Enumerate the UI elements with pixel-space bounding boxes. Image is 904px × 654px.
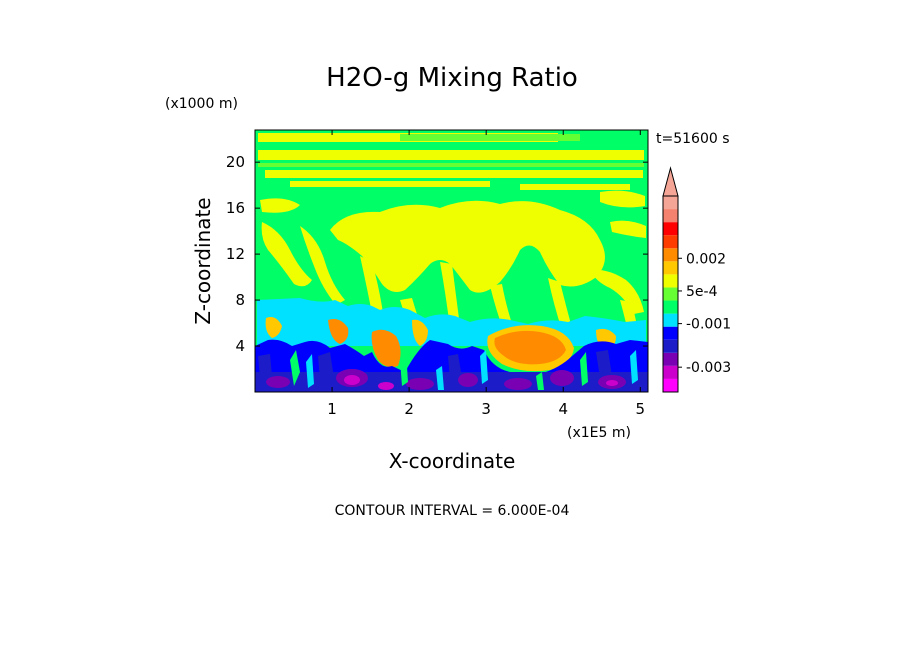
colorbar-swatch	[663, 209, 678, 223]
time-label: t=51600 s	[656, 131, 730, 147]
contour-interval-label: CONTOUR INTERVAL = 6.000E-04	[335, 503, 570, 519]
colorbar-label: 0.002	[686, 251, 726, 267]
boundary-layer-speckles	[290, 350, 638, 390]
colorbar-swatch	[663, 313, 678, 327]
y-tick-label: 16	[226, 199, 245, 217]
x-tick-label: 4	[558, 400, 568, 418]
y-axis: 4 8 12 16 20	[226, 153, 648, 355]
plot-frame	[254, 129, 649, 393]
dry-boundary-layer	[255, 339, 648, 392]
colorbar-swatch	[663, 274, 678, 288]
colorbar-swatch	[663, 248, 678, 262]
colorbar-swatch	[663, 287, 678, 301]
x-units-label: (x1E5 m)	[567, 425, 631, 441]
colorbar-swatch	[663, 300, 678, 314]
moist-plumes	[261, 200, 644, 340]
colorbar-label: 5e-4	[686, 284, 718, 300]
colorbar-label: -0.001	[686, 317, 731, 333]
y-tick-label: 8	[235, 291, 245, 309]
colorbar-swatch	[663, 326, 678, 340]
warm-patches	[265, 317, 616, 372]
colorbar-swatch	[663, 365, 678, 379]
colorbar-swatch	[663, 352, 678, 366]
x-tick-label: 5	[636, 400, 646, 418]
colorbar-label: -0.003	[686, 360, 731, 376]
x-tick-label: 2	[404, 400, 414, 418]
y-units-label: (x1000 m)	[165, 96, 238, 112]
x-axis-label: X-coordinate	[389, 449, 516, 473]
colorbar-swatch	[663, 222, 678, 236]
driest-pockets	[266, 369, 626, 390]
colorbar-swatch	[663, 196, 678, 210]
x-tick-label: 1	[327, 400, 337, 418]
colorbar-swatch	[663, 339, 678, 353]
plot-area	[254, 129, 649, 393]
upper-layers	[258, 133, 646, 238]
colorbar-swatch	[663, 235, 678, 249]
colorbar: -0.003 -0.001 5e-4 0.002	[662, 166, 731, 393]
x-tick-label: 3	[481, 400, 491, 418]
y-axis-label: Z-coordinate	[191, 197, 215, 324]
y-tick-label: 20	[226, 153, 245, 171]
colorbar-swatch	[663, 261, 678, 275]
x-axis: 1 2 3 4 5	[327, 130, 645, 418]
chart-title: H2O-g Mixing Ratio	[326, 63, 578, 93]
y-tick-label: 12	[226, 245, 245, 263]
colorbar-swatch	[663, 378, 678, 392]
colorbar-extend-arrow	[662, 166, 679, 197]
y-tick-label: 4	[235, 337, 245, 355]
